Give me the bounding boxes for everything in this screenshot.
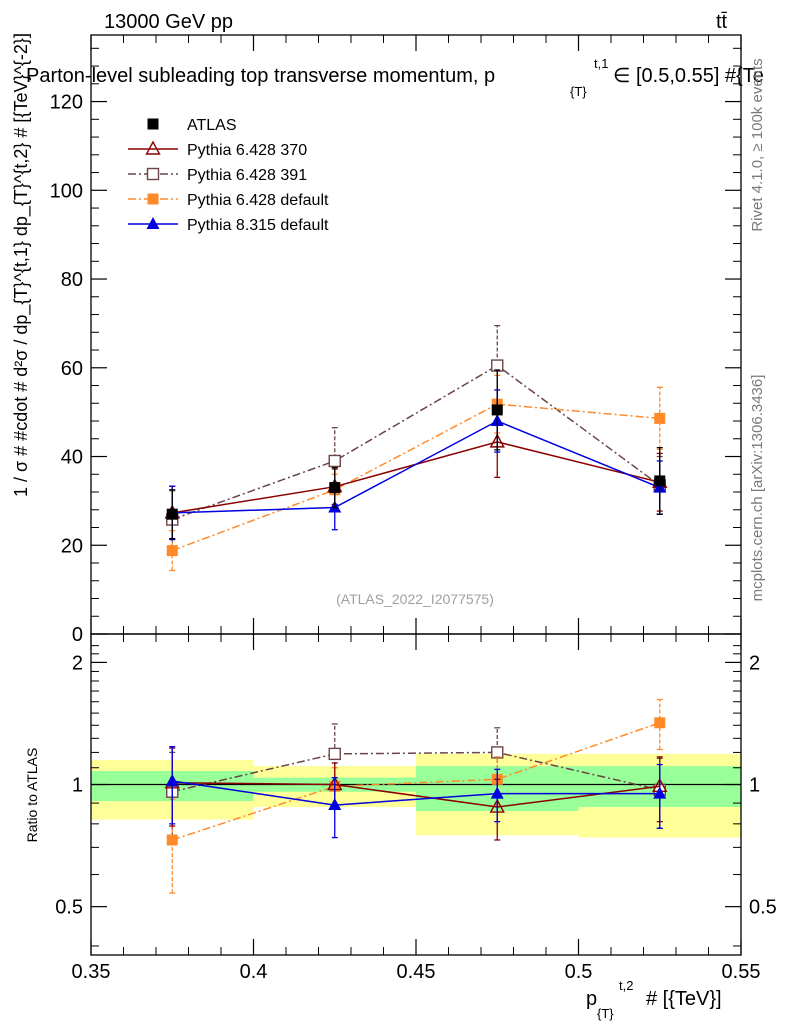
ratio-line-py370 (172, 782, 660, 808)
x-axis-label-rest: # [{TeV}] (646, 988, 722, 1010)
legend-entry-py8: Pythia 8.315 default (128, 217, 329, 234)
series-line-py8 (172, 420, 661, 514)
ratio-line-py391 (172, 751, 660, 793)
x-tick-label: 0.4 (240, 961, 268, 983)
ratio-line-pydefault (172, 722, 660, 841)
data-point-py391 (328, 454, 341, 468)
x-tick-label: 0.55 (722, 961, 761, 983)
data-point-pydefault (654, 412, 666, 424)
series-line-py391 (171, 364, 661, 521)
legend-marker-pydefault (147, 193, 159, 205)
y-tick-label: 20 (61, 535, 83, 557)
x-axis-label-sup: t,2 (619, 978, 633, 993)
series-atlas (166, 369, 666, 540)
legend-entry-py370: Pythia 6.428 370 (128, 140, 307, 159)
y-axis-label-main: 1 / σ # #cdot # d²σ / dp_{T}^{t,1} dp_{T… (11, 33, 32, 497)
ratio-point-py8 (490, 786, 504, 799)
data-point-pydefault (166, 545, 178, 557)
ratio-point-py8 (328, 798, 342, 811)
y-tick-label: 40 (61, 447, 83, 469)
series-line-py370 (172, 441, 660, 514)
series-pydefault (166, 374, 666, 572)
plot-title: Parton-level subleading top transverse m… (26, 65, 495, 87)
legend-entry-pydefault: Pythia 6.428 default (128, 192, 329, 209)
legend-label-atlas: ATLAS (187, 117, 237, 134)
data-point-atlas (491, 404, 503, 416)
ratio-point-py8 (165, 774, 179, 787)
y-tick-label: 120 (50, 92, 83, 114)
legend-marker-py8 (146, 217, 160, 229)
ratio-point-py8 (653, 786, 667, 799)
ratio-y-tick-label-right: 2 (749, 652, 760, 674)
data-point-atlas (329, 482, 341, 494)
ratio-point-py391 (328, 747, 341, 761)
ratio-series-py8 (165, 745, 667, 839)
x-tick-label: 0.45 (397, 961, 436, 983)
x-axis-label-p: p (586, 988, 597, 1010)
legend-marker-py370 (145, 140, 161, 155)
y-tick-label: 60 (61, 358, 83, 380)
plot-title-main: Parton-level subleading top transverse m… (26, 65, 495, 87)
ratio-y-tick-label-right: 0.5 (749, 897, 777, 919)
y-tick-label: 80 (61, 269, 83, 291)
ratio-line-py8 (172, 780, 660, 806)
ratio-y-tick-label: 0.5 (55, 897, 83, 919)
series-py391 (166, 324, 666, 550)
data-point-atlas (654, 475, 666, 487)
x-axis-label-sub: {T} (597, 1006, 614, 1021)
data-point-atlas (166, 508, 178, 520)
ratio-y-tick-label: 1 (72, 775, 83, 797)
plot-title-sup: t,1 (594, 56, 608, 71)
y-axis-label-ratio: Ratio to ATLAS (24, 748, 40, 843)
y-tick-label: 100 (50, 180, 83, 202)
ratio-y-tick-label-right: 1 (749, 775, 760, 797)
legend-label-pydefault: Pythia 6.428 default (187, 192, 329, 209)
series-py370 (164, 405, 668, 541)
ratio-y-tick-label: 2 (72, 652, 83, 674)
analysis-watermark: (ATLAS_2022_I2077575) (336, 591, 494, 607)
legend-label-py370: Pythia 6.428 370 (187, 142, 307, 159)
ratio-point-pydefault (166, 834, 178, 846)
plot-title-range: ∈ [0.5,0.55] #{Te (613, 65, 764, 87)
legend: ATLAS Pythia 6.428 370 Pythia 6.428 391 Pyt… (128, 117, 329, 234)
legend-entry-py391: Pythia 6.428 391 (128, 167, 307, 184)
legend-marker-py391 (146, 167, 160, 181)
series-line-pydefault (171, 403, 660, 552)
legend-marker-atlas (147, 118, 159, 130)
legend-entry-atlas: ATLAS (147, 117, 237, 134)
ratio-point-py391 (491, 746, 504, 759)
x-tick-label: 0.5 (565, 961, 593, 983)
y-tick-label: 0 (72, 624, 83, 646)
process-label: tt̄ (716, 11, 728, 33)
mcplots-credit: mcplots.cern.ch [arXiv:1306.3436] (749, 375, 766, 602)
energy-label: 13000 GeV pp (104, 11, 233, 33)
ratio-point-pydefault (654, 717, 666, 729)
x-tick-label: 0.35 (72, 961, 111, 983)
legend-label-py8: Pythia 8.315 default (187, 217, 329, 234)
rivet-version: Rivet 4.1.0, ≥ 100k events (749, 58, 766, 231)
plot-title-sub: {T} (570, 84, 587, 99)
legend-label-py391: Pythia 6.428 391 (187, 167, 307, 184)
